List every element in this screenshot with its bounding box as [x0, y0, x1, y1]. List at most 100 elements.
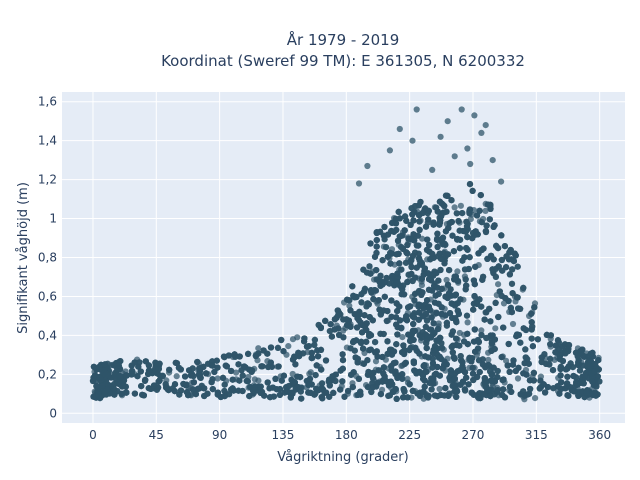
data-point [406, 347, 413, 354]
data-point [173, 373, 180, 380]
data-point [388, 313, 395, 320]
data-point [394, 331, 401, 338]
data-point [214, 375, 221, 382]
data-point [416, 332, 423, 339]
data-point [554, 337, 562, 344]
data-point [311, 341, 318, 348]
data-point [393, 341, 400, 348]
data-point [404, 241, 411, 249]
data-point [444, 192, 451, 199]
data-point [393, 300, 400, 307]
data-point [289, 336, 297, 343]
data-point [470, 338, 478, 345]
data-point [534, 336, 542, 343]
data-point [453, 335, 460, 342]
data-point [241, 363, 248, 370]
data-point [480, 245, 487, 252]
data-point [421, 265, 428, 272]
data-point [381, 293, 388, 300]
data-point [387, 260, 394, 267]
data-point [350, 338, 357, 345]
data-point [246, 366, 253, 373]
data-point [522, 354, 529, 361]
data-point [409, 387, 416, 394]
data-point [478, 327, 485, 334]
data-point [400, 342, 407, 349]
data-point [396, 260, 403, 267]
data-point [506, 271, 513, 278]
data-point [457, 236, 464, 243]
data-point [407, 221, 414, 228]
data-point [373, 243, 380, 250]
data-point [465, 381, 472, 388]
data-point [346, 297, 353, 304]
data-point [313, 362, 320, 369]
data-point [377, 311, 384, 318]
data-point [471, 326, 478, 333]
data-point [339, 365, 346, 372]
data-point [564, 373, 571, 380]
data-point [509, 290, 516, 297]
data-point [501, 243, 508, 250]
data-point [478, 219, 485, 226]
data-point [209, 386, 216, 393]
data-point [190, 379, 197, 386]
data-point [469, 187, 476, 194]
data-point [171, 388, 178, 395]
data-point [395, 208, 402, 215]
data-point [471, 293, 478, 300]
data-point [478, 332, 485, 339]
data-point [435, 354, 442, 361]
data-point [411, 327, 418, 334]
data-point [529, 343, 537, 350]
data-point [514, 375, 522, 382]
data-point [423, 345, 430, 352]
data-point [251, 376, 258, 383]
data-point [239, 387, 246, 395]
data-point [135, 363, 142, 370]
data-point [196, 367, 203, 374]
data-point [476, 207, 483, 214]
data-point [221, 387, 228, 395]
data-point [395, 250, 402, 257]
data-point [341, 393, 348, 400]
data-point [203, 370, 210, 377]
data-point [142, 376, 149, 383]
data-point [466, 181, 474, 188]
data-point [476, 369, 483, 376]
data-point [538, 358, 545, 366]
data-point [355, 375, 362, 382]
data-point [428, 386, 435, 393]
data-point [465, 265, 472, 273]
data-point [214, 364, 221, 371]
data-point [267, 394, 274, 401]
data-point [335, 312, 342, 319]
data-point [354, 359, 361, 366]
data-point [366, 332, 373, 340]
data-point [404, 278, 411, 286]
data-point [415, 316, 422, 323]
data-point [128, 362, 135, 369]
data-point [546, 361, 553, 368]
data-point [410, 217, 417, 224]
data-point [459, 378, 466, 385]
data-point [457, 296, 464, 303]
data-point [145, 385, 152, 392]
data-point [424, 236, 431, 243]
data-point [384, 338, 391, 345]
data-point [515, 305, 522, 312]
data-point [492, 325, 499, 332]
data-point [274, 344, 282, 351]
data-point [480, 273, 487, 280]
data-point [268, 363, 275, 370]
data-point [462, 276, 469, 283]
data-point [459, 210, 466, 217]
data-point [377, 391, 384, 398]
data-point [565, 392, 572, 399]
data-point [392, 220, 400, 227]
data-point [483, 309, 490, 316]
data-point [564, 380, 571, 387]
data-point [278, 336, 285, 344]
data-point [131, 390, 138, 397]
data-point [219, 374, 227, 381]
